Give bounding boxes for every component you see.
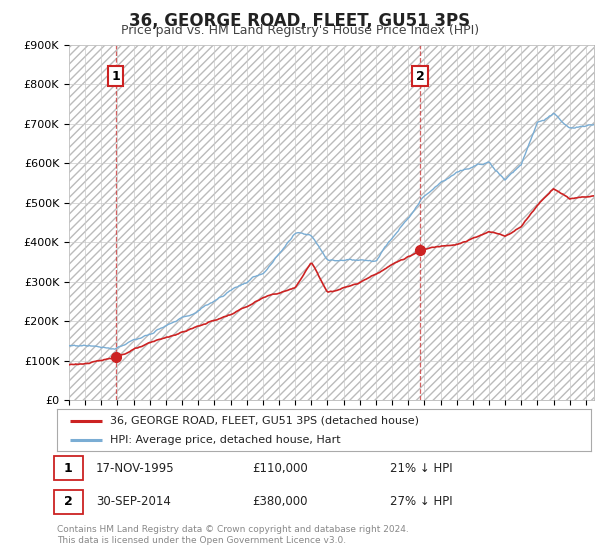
Text: 2: 2 [416,70,425,83]
Text: £110,000: £110,000 [252,461,308,475]
Text: 17-NOV-1995: 17-NOV-1995 [96,461,175,475]
Text: Price paid vs. HM Land Registry's House Price Index (HPI): Price paid vs. HM Land Registry's House … [121,24,479,37]
Text: £380,000: £380,000 [252,495,308,508]
Text: 30-SEP-2014: 30-SEP-2014 [96,495,171,508]
Text: 27% ↓ HPI: 27% ↓ HPI [390,495,452,508]
Text: 36, GEORGE ROAD, FLEET, GU51 3PS (detached house): 36, GEORGE ROAD, FLEET, GU51 3PS (detach… [110,416,419,426]
Text: HPI: Average price, detached house, Hart: HPI: Average price, detached house, Hart [110,435,341,445]
Text: 1: 1 [64,461,73,475]
Text: Contains HM Land Registry data © Crown copyright and database right 2024.
This d: Contains HM Land Registry data © Crown c… [57,525,409,545]
Text: 36, GEORGE ROAD, FLEET, GU51 3PS: 36, GEORGE ROAD, FLEET, GU51 3PS [130,12,470,30]
Text: 21% ↓ HPI: 21% ↓ HPI [390,461,452,475]
Text: 1: 1 [111,70,120,83]
Text: 2: 2 [64,495,73,508]
